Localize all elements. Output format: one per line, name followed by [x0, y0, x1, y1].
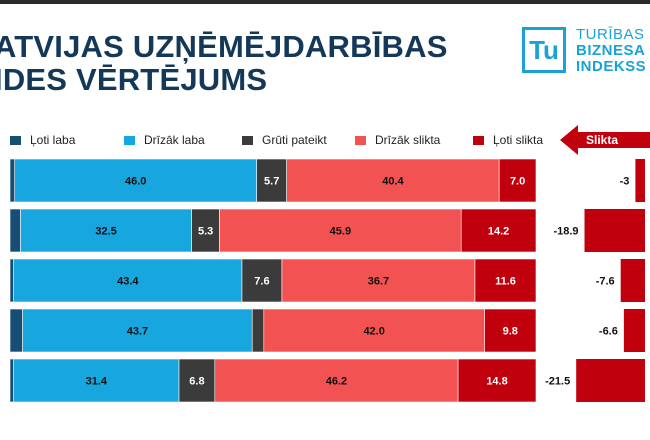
bar-segment-very-bad — [457, 358, 537, 403]
top-rule — [0, 0, 650, 4]
logo-line-3: INDEKSS — [576, 58, 647, 75]
bar-segment-rather-good — [13, 358, 180, 403]
bar-row: 2.443.72.242.09.8-6.6 — [9, 308, 645, 353]
bar-row: 0.743.47.636.711.6-7.6 — [9, 258, 645, 303]
legend-item-hard-to-say: Grūti pateikt — [242, 133, 327, 147]
data-label-rather-good: 43.7 — [127, 326, 148, 338]
bar-segment-rather-good — [22, 308, 253, 353]
data-label-rather-good: 31.4 — [86, 376, 108, 388]
bar-segment-very-bad — [498, 158, 537, 203]
bar-segment-hard-to-say — [251, 308, 265, 353]
data-label-rather-good: 46.0 — [125, 176, 146, 188]
data-label-rather-bad: 40.4 — [382, 176, 404, 188]
bar-segment-hard-to-say — [256, 158, 287, 203]
legend-swatch-icon — [242, 136, 253, 145]
bar-segment-very-bad — [484, 308, 537, 353]
balance-bar — [620, 259, 645, 302]
bar-segment-rather-good — [13, 258, 243, 303]
balance-label: -18.9 — [553, 226, 578, 238]
legend-item-very-bad: Ļoti slikta — [473, 133, 543, 147]
bar-segment-very-good — [9, 208, 21, 253]
arrow-left-icon — [560, 125, 650, 155]
legend-swatch-icon — [355, 136, 366, 145]
logo-text: TURĪBAS BIZNESA INDEKSS — [576, 27, 646, 75]
data-label-very-bad: 14.2 — [488, 226, 509, 238]
bar-segment-rather-good — [14, 158, 257, 203]
bar-segment-rather-bad — [263, 308, 485, 353]
balance-label: -21.5 — [545, 376, 570, 388]
title-line-1: ATVIJAS UZŅĒMĒJDARBĪBAS — [0, 29, 448, 64]
bar-segment-very-good — [9, 158, 16, 203]
bar-row: 2.032.55.345.914.2-18.9 — [9, 208, 645, 253]
legend-item-very-good: Ļoti laba — [10, 133, 75, 147]
data-label-hard-to-say: 5.3 — [198, 226, 213, 238]
data-label-very-bad: 14.8 — [486, 376, 507, 388]
logo-line-2: BIZNESA — [576, 42, 646, 59]
data-label-very-bad: 9.8 — [503, 326, 518, 338]
bad-direction-arrow: Slikta — [560, 124, 650, 156]
legend-swatch-icon — [10, 136, 21, 145]
data-label-hard-to-say: 6.8 — [189, 376, 204, 388]
data-label-rather-bad: 46.2 — [326, 376, 347, 388]
legend-label: Ļoti slikta — [493, 133, 544, 147]
bar-segment-very-bad — [460, 208, 537, 253]
bar-segment-rather-bad — [219, 208, 462, 253]
chart-legend: Ļoti laba Drīzāk laba Grūti pateikt Drīz… — [0, 133, 650, 149]
balance-bar — [623, 309, 645, 352]
bar-row: 0.946.05.740.47.0-3 — [9, 158, 645, 203]
bar-segment-very-good — [9, 258, 14, 303]
logo-line-1: TURĪBAS — [576, 26, 645, 43]
title-line-2: IDES VĒRTĒJUMS — [0, 62, 268, 97]
legend-swatch-icon — [124, 136, 135, 145]
arrow-label: Slikta — [586, 133, 619, 147]
bar-segment-rather-bad — [281, 258, 476, 303]
bar-segment-rather-bad — [214, 358, 459, 403]
data-label-hard-to-say: 7.6 — [254, 276, 269, 288]
legend-label: Drīzāk laba — [144, 133, 205, 147]
bar-segment-rather-bad — [286, 158, 500, 203]
balance-bar — [635, 159, 645, 202]
balance-label: -3 — [620, 176, 630, 188]
legend-item-rather-bad: Drīzāk slikta — [355, 133, 440, 147]
balance-label: -6.6 — [599, 326, 618, 338]
bar-segment-hard-to-say — [241, 258, 283, 303]
data-label-hard-to-say: 5.7 — [264, 176, 279, 188]
data-label-rather-good: 32.5 — [95, 226, 116, 238]
balance-bar — [576, 359, 645, 402]
bar-segment-very-good — [9, 308, 23, 353]
balance-label: -7.6 — [596, 276, 615, 288]
bar-segment-very-good — [9, 358, 14, 403]
balance-bar — [584, 209, 645, 252]
bar-segment-hard-to-say — [191, 208, 220, 253]
data-label-rather-bad: 36.7 — [368, 276, 389, 288]
legend-label: Grūti pateikt — [262, 133, 327, 147]
data-label-very-bad: 11.6 — [495, 276, 516, 288]
data-label-rather-good: 43.4 — [117, 276, 139, 288]
bar-row: 0.731.46.846.214.8-21.5 — [9, 358, 645, 403]
data-label-very-bad: 7.0 — [510, 176, 525, 188]
legend-label: Ļoti laba — [30, 133, 76, 147]
legend-label: Drīzāk slikta — [375, 133, 441, 147]
legend-item-rather-good: Drīzāk laba — [124, 133, 205, 147]
data-label-rather-bad: 42.0 — [363, 326, 384, 338]
logo-mark: Tu — [522, 27, 566, 73]
bar-segment-rather-good — [20, 208, 192, 253]
bar-segment-very-bad — [474, 258, 537, 303]
data-label-rather-bad: 45.9 — [330, 226, 351, 238]
legend-swatch-icon — [473, 136, 484, 145]
page-title: ATVIJAS UZŅĒMĒJDARBĪBAS IDES VĒRTĒJUMS — [0, 30, 448, 96]
